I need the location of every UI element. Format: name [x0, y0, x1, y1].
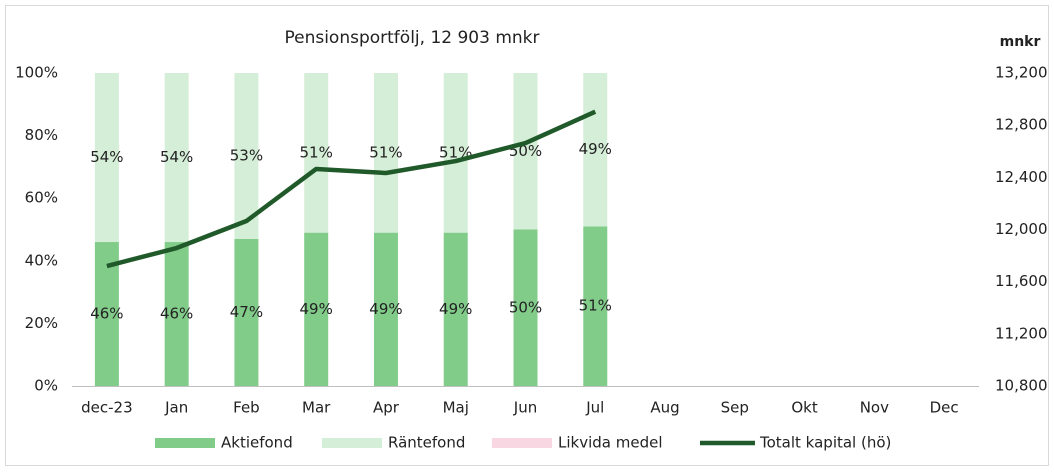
x-tick-label: Sep — [721, 399, 749, 417]
x-tick-label: Apr — [373, 399, 400, 417]
y2-tick-label: 10,800 — [995, 377, 1048, 395]
bar — [304, 232, 329, 386]
bar — [164, 242, 189, 386]
legend-swatch — [155, 438, 215, 448]
y2-tick-label: 12,800 — [995, 116, 1048, 134]
bar — [513, 229, 538, 386]
data-label: 49% — [300, 300, 333, 318]
data-label: 49% — [439, 300, 472, 318]
data-label: 46% — [160, 305, 193, 323]
bar — [234, 73, 259, 239]
x-tick-label: Jan — [164, 399, 188, 417]
legend-label: Aktiefond — [221, 434, 293, 452]
y-tick-label: 20% — [25, 314, 58, 332]
legend-label: Likvida medel — [558, 434, 663, 452]
x-tick-label: dec-23 — [81, 399, 133, 417]
data-label: 46% — [90, 305, 123, 323]
y2-axis-title: mnkr — [1000, 34, 1041, 50]
y-tick-label: 0% — [34, 377, 58, 395]
y2-tick-label: 11,200 — [995, 324, 1048, 342]
bar — [373, 73, 398, 233]
y2-tick-label: 13,200 — [995, 64, 1048, 82]
y-tick-label: 80% — [25, 126, 58, 144]
x-tick-label: Aug — [650, 399, 679, 417]
legend-label: Totalt kapital (hö) — [759, 434, 891, 452]
legend-swatch — [322, 438, 382, 448]
y-tick-label: 100% — [15, 64, 58, 82]
data-label: 54% — [90, 148, 123, 166]
bar — [513, 73, 538, 230]
bar — [234, 238, 259, 386]
y2-tick-label: 12,000 — [995, 220, 1048, 238]
data-label: 47% — [230, 303, 263, 321]
x-tick-label: Okt — [791, 399, 817, 417]
legend-swatch — [492, 438, 552, 448]
x-tick-label: Jun — [513, 399, 537, 417]
data-label: 49% — [369, 300, 402, 318]
data-label: 54% — [160, 148, 193, 166]
bar — [94, 73, 119, 243]
data-label: 51% — [369, 143, 402, 161]
data-label: 49% — [579, 140, 612, 158]
y-tick-label: 60% — [25, 189, 58, 207]
data-label: 51% — [579, 297, 612, 315]
data-label: 53% — [230, 146, 263, 164]
y2-tick-label: 12,400 — [995, 168, 1048, 186]
x-tick-label: Mar — [302, 399, 331, 417]
bar — [583, 226, 608, 386]
bar — [443, 73, 468, 233]
x-tick-label: Nov — [860, 399, 889, 417]
bar — [583, 73, 608, 227]
chart-title: Pensionsportfölj, 12 903 mnkr — [284, 28, 539, 48]
bar — [443, 232, 468, 386]
x-tick-label: Feb — [233, 399, 260, 417]
x-tick-label: Jul — [585, 399, 604, 417]
y-tick-label: 40% — [25, 251, 58, 269]
x-tick-label: Dec — [930, 399, 959, 417]
legend-label: Räntefond — [388, 434, 465, 452]
bar — [304, 73, 329, 233]
bar — [164, 73, 189, 243]
bar — [373, 232, 398, 386]
line — [106, 109, 597, 269]
x-tick-label: Maj — [443, 399, 469, 417]
data-label: 50% — [509, 298, 542, 316]
y2-tick-label: 11,600 — [995, 272, 1048, 290]
data-label: 51% — [300, 143, 333, 161]
